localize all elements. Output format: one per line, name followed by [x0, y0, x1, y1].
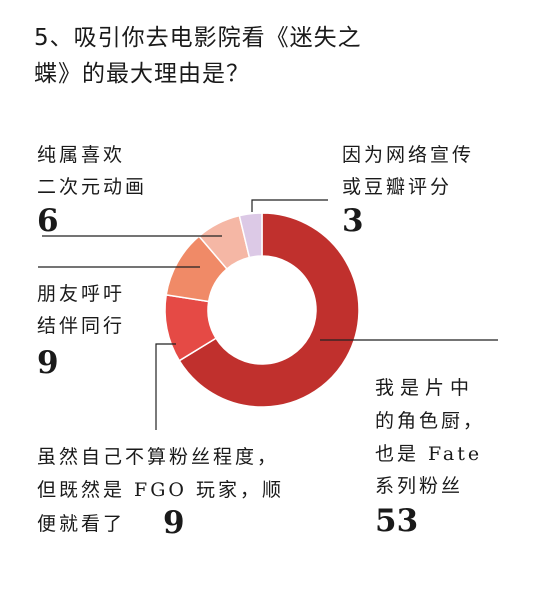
leader-lines — [38, 199, 498, 430]
value-friends: 9 — [37, 345, 59, 381]
leader-line-fgo — [155, 343, 176, 430]
value-anime: 6 — [37, 203, 59, 239]
label-fan-line-3: 也是 Fate — [375, 443, 483, 465]
label-friends-line-1: 朋友呼吁 — [37, 283, 126, 305]
value-fan: 53 — [375, 503, 419, 539]
label-anime-line-1: 纯属喜欢 — [37, 144, 126, 166]
label-promo-line-2: 或豆瓣评分 — [342, 176, 453, 198]
label-fan-line-1: 我是片中 — [375, 377, 476, 399]
label-fgo-line-2: 但既然是 FGO 玩家，顺 — [37, 479, 285, 501]
label-fgo-line-1: 虽然自己不算粉丝程度， — [37, 446, 280, 468]
value-promo: 3 — [342, 203, 364, 239]
value-fgo: 9 — [163, 505, 185, 541]
label-fan-line-4: 系列粉丝 — [375, 475, 464, 497]
label-friends-line-2: 结伴同行 — [37, 315, 126, 337]
label-fan-line-2: 的角色厨， — [375, 410, 486, 432]
chart-title: 5、吸引你去电影院看《迷失之蝶》的最大理由是？ — [34, 25, 362, 87]
label-anime-line-2: 二次元动画 — [37, 176, 148, 198]
label-fgo-line-3: 便就看了 — [37, 513, 126, 535]
leader-line-promo — [251, 199, 328, 212]
label-promo-line-1: 因为网络宣传 — [342, 144, 475, 166]
slice-promo — [238, 212, 263, 259]
slice-fan — [178, 212, 360, 408]
